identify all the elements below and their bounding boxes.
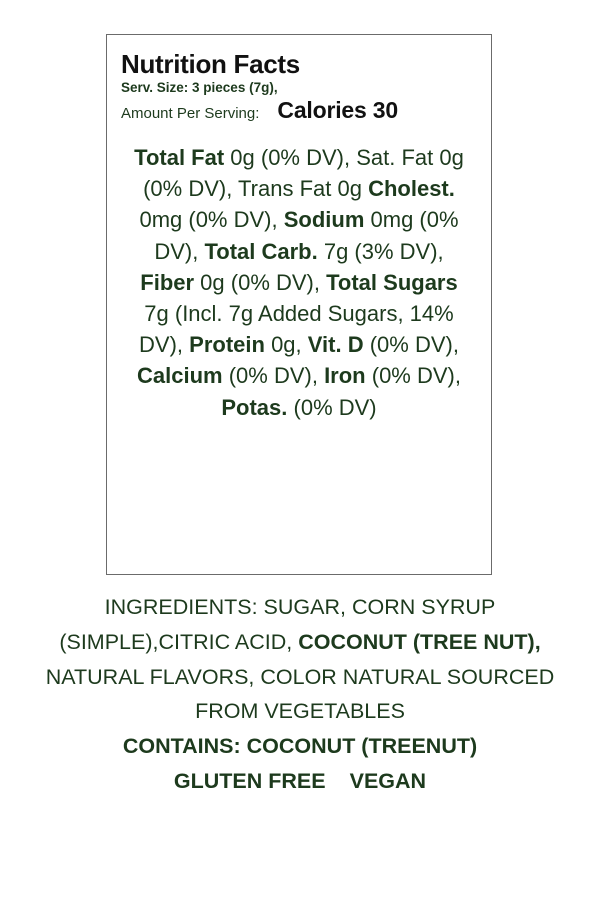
protein-label: Protein [189,332,265,358]
cholesterol-label: Cholest. [368,176,455,202]
nutrition-facts-panel: Nutrition Facts Serv. Size: 3 pieces (7g… [106,34,492,575]
ingredients-allergen-highlight: COCONUT (TREE NUT), [298,629,541,654]
nutrition-facts-title: Nutrition Facts [121,49,300,79]
total-carb-label: Total Carb. [204,238,318,264]
cholesterol-value: 0mg (0% DV), [139,207,284,233]
ingredients-suffix: NATURAL FLAVORS, COLOR NATURAL SOURCED F… [45,664,555,724]
total-fat-value: 0g (0% DV), Sat. Fat 0g (0% DV), Trans F… [143,144,464,202]
sodium-value: 0mg (0% DV), [154,207,459,264]
amount-per-serving-row: Amount Per Serving: Calories 30 [121,97,477,124]
dietary-claims-row: GLUTEN FREE VEGAN [18,764,582,799]
claim-vegan: VEGAN [349,769,427,794]
ingredients-prefix: INGREDIENTS: SUGAR, CORN SYRUP (SIMPLE),… [59,595,496,654]
potassium-value: (0% DV) [287,394,377,420]
vitamin-d-value: (0% DV), [363,332,459,358]
fiber-label: Fiber [140,269,195,295]
total-sugars-value: 7g (Incl. 7g Added Sugars, 14% DV), [139,300,454,358]
iron-label: Iron [324,363,366,389]
ingredients-block: INGREDIENTS: SUGAR, CORN SYRUP (SIMPLE),… [18,590,582,799]
nutrient-facts-paragraph: Total Fat 0g (0% DV), Sat. Fat 0g (0% DV… [121,142,477,423]
total-carb-value: 7g (3% DV), [317,238,444,264]
amount-per-serving-label: Amount Per Serving: [121,104,260,122]
total-fat-label: Total Fat [134,144,225,170]
vitamin-d-label: Vit. D [307,332,364,358]
iron-value: (0% DV), [365,363,461,389]
calcium-value: (0% DV), [222,363,325,389]
sodium-label: Sodium [283,207,365,233]
calories-value: Calories 30 [277,96,398,123]
serving-size-text: Serv. Size: 3 pieces (7g), [121,80,278,96]
ingredients-statement: INGREDIENTS: SUGAR, CORN SYRUP (SIMPLE),… [18,590,582,729]
calcium-label: Calcium [137,363,223,389]
protein-value: 0g, [264,332,308,358]
contains-allergen-statement: CONTAINS: COCONUT (TREENUT) [122,734,478,759]
claim-gluten-free: GLUTEN FREE [173,769,326,794]
fiber-value: 0g (0% DV), [194,269,327,295]
potassium-label: Potas. [221,394,288,420]
total-sugars-label: Total Sugars [326,269,458,295]
